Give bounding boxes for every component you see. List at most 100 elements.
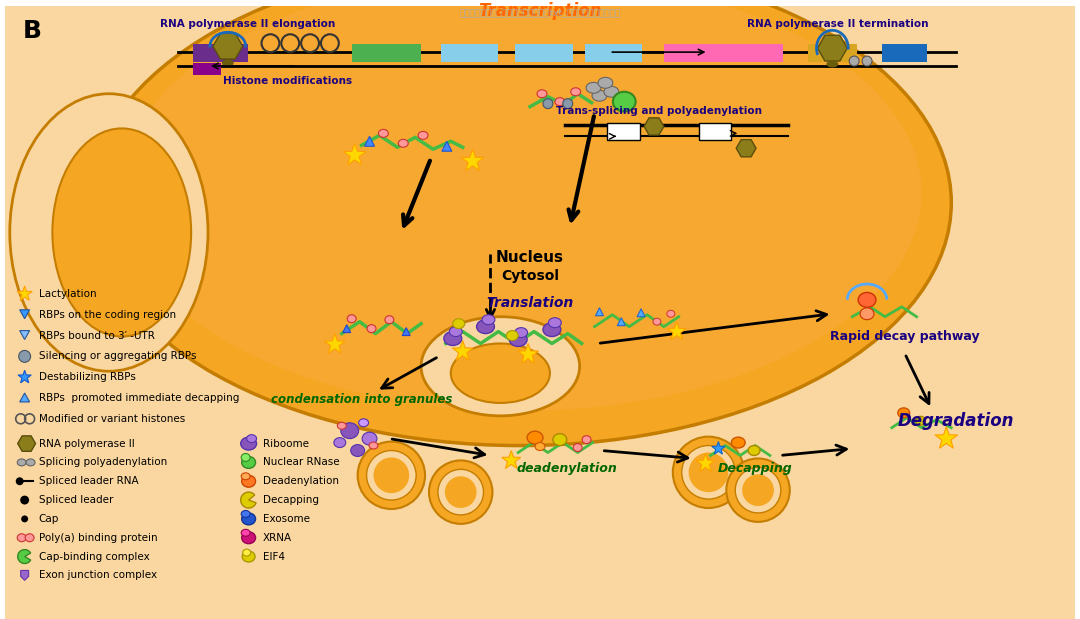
Polygon shape: [442, 141, 451, 151]
Circle shape: [357, 441, 426, 509]
Polygon shape: [461, 149, 484, 171]
Circle shape: [727, 459, 789, 522]
Ellipse shape: [573, 444, 582, 451]
Ellipse shape: [241, 529, 251, 536]
Ellipse shape: [897, 408, 909, 418]
Ellipse shape: [17, 534, 26, 542]
Ellipse shape: [221, 59, 233, 66]
Wedge shape: [241, 492, 256, 508]
Ellipse shape: [510, 332, 527, 347]
Circle shape: [735, 467, 781, 513]
Circle shape: [16, 477, 24, 485]
Polygon shape: [21, 571, 28, 581]
Ellipse shape: [826, 61, 838, 67]
Text: Histone modifications: Histone modifications: [222, 76, 352, 86]
Ellipse shape: [515, 327, 528, 337]
Text: Destabilizing RBPs: Destabilizing RBPs: [39, 372, 135, 382]
Ellipse shape: [378, 129, 389, 137]
Ellipse shape: [731, 437, 745, 448]
Ellipse shape: [653, 318, 661, 325]
Ellipse shape: [748, 446, 760, 456]
Text: RBPs on the coding region: RBPs on the coding region: [39, 310, 176, 320]
Ellipse shape: [570, 88, 581, 96]
Circle shape: [689, 452, 728, 492]
Circle shape: [849, 56, 859, 66]
Ellipse shape: [53, 128, 191, 337]
Polygon shape: [19, 331, 29, 339]
Text: Cytosol: Cytosol: [501, 269, 559, 283]
Polygon shape: [342, 324, 351, 332]
Wedge shape: [17, 550, 30, 563]
Text: Lactylation: Lactylation: [39, 289, 96, 299]
Ellipse shape: [537, 90, 546, 98]
Text: Cap: Cap: [39, 514, 59, 524]
Ellipse shape: [598, 77, 612, 89]
Ellipse shape: [592, 90, 607, 101]
Polygon shape: [502, 451, 521, 469]
Ellipse shape: [450, 344, 550, 403]
Text: 化学生物学课本_生物化学课本电子版txt_生物化学第七版电子版: 化学生物学课本_生物化学课本电子版txt_生物化学第七版电子版: [459, 9, 621, 19]
Text: condensation into granules: condensation into granules: [271, 393, 453, 406]
Ellipse shape: [337, 422, 347, 429]
Ellipse shape: [242, 456, 256, 469]
Circle shape: [673, 436, 744, 508]
Ellipse shape: [341, 423, 359, 439]
Circle shape: [543, 98, 553, 108]
Circle shape: [22, 516, 28, 522]
Circle shape: [18, 350, 30, 362]
Ellipse shape: [367, 324, 376, 332]
Ellipse shape: [10, 93, 208, 371]
Ellipse shape: [859, 292, 876, 307]
Text: Trans-splicing and polyadenylation: Trans-splicing and polyadenylation: [556, 106, 761, 116]
Text: Decapping: Decapping: [718, 462, 793, 475]
Ellipse shape: [359, 419, 368, 426]
Text: B: B: [23, 19, 42, 43]
Text: Silencing or aggregating RBPs: Silencing or aggregating RBPs: [39, 352, 197, 361]
Text: Splicing polyadenylation: Splicing polyadenylation: [39, 457, 166, 467]
Ellipse shape: [241, 454, 251, 461]
Ellipse shape: [453, 319, 464, 329]
Polygon shape: [343, 143, 366, 165]
Polygon shape: [517, 344, 539, 363]
Text: Cap-binding complex: Cap-binding complex: [39, 552, 149, 561]
Text: Poly(a) binding protein: Poly(a) binding protein: [39, 533, 158, 543]
Ellipse shape: [421, 317, 580, 416]
Ellipse shape: [369, 442, 378, 449]
Ellipse shape: [362, 432, 377, 445]
Ellipse shape: [351, 444, 365, 456]
Ellipse shape: [243, 549, 251, 556]
Ellipse shape: [25, 534, 35, 542]
Circle shape: [862, 56, 872, 66]
Text: Modified or variant histones: Modified or variant histones: [39, 414, 185, 424]
Circle shape: [681, 446, 735, 499]
Polygon shape: [935, 426, 958, 448]
Ellipse shape: [241, 511, 251, 517]
Ellipse shape: [549, 318, 562, 327]
Ellipse shape: [586, 82, 600, 93]
Ellipse shape: [246, 435, 257, 443]
Polygon shape: [18, 370, 31, 383]
Circle shape: [437, 469, 484, 515]
Polygon shape: [595, 308, 604, 316]
Polygon shape: [213, 33, 243, 59]
Text: Deadenylation: Deadenylation: [262, 476, 338, 487]
Text: XRNA: XRNA: [262, 533, 292, 543]
Polygon shape: [667, 322, 686, 340]
Ellipse shape: [242, 532, 256, 543]
Text: deadenylation: deadenylation: [516, 462, 617, 475]
Text: Degradation: Degradation: [897, 412, 1014, 430]
Text: RNA polymerase II termination: RNA polymerase II termination: [746, 19, 928, 29]
Polygon shape: [324, 334, 346, 353]
Text: Riboome: Riboome: [262, 439, 309, 449]
Text: RBPs  promoted immediate decapping: RBPs promoted immediate decapping: [39, 393, 239, 403]
FancyBboxPatch shape: [584, 44, 643, 62]
Circle shape: [445, 476, 476, 508]
Polygon shape: [17, 436, 36, 451]
Polygon shape: [19, 393, 29, 402]
Polygon shape: [737, 140, 756, 157]
Polygon shape: [4, 6, 1076, 619]
Circle shape: [366, 451, 416, 500]
Text: Spliced leader RNA: Spliced leader RNA: [39, 476, 138, 487]
Polygon shape: [697, 454, 715, 472]
Polygon shape: [712, 441, 725, 454]
